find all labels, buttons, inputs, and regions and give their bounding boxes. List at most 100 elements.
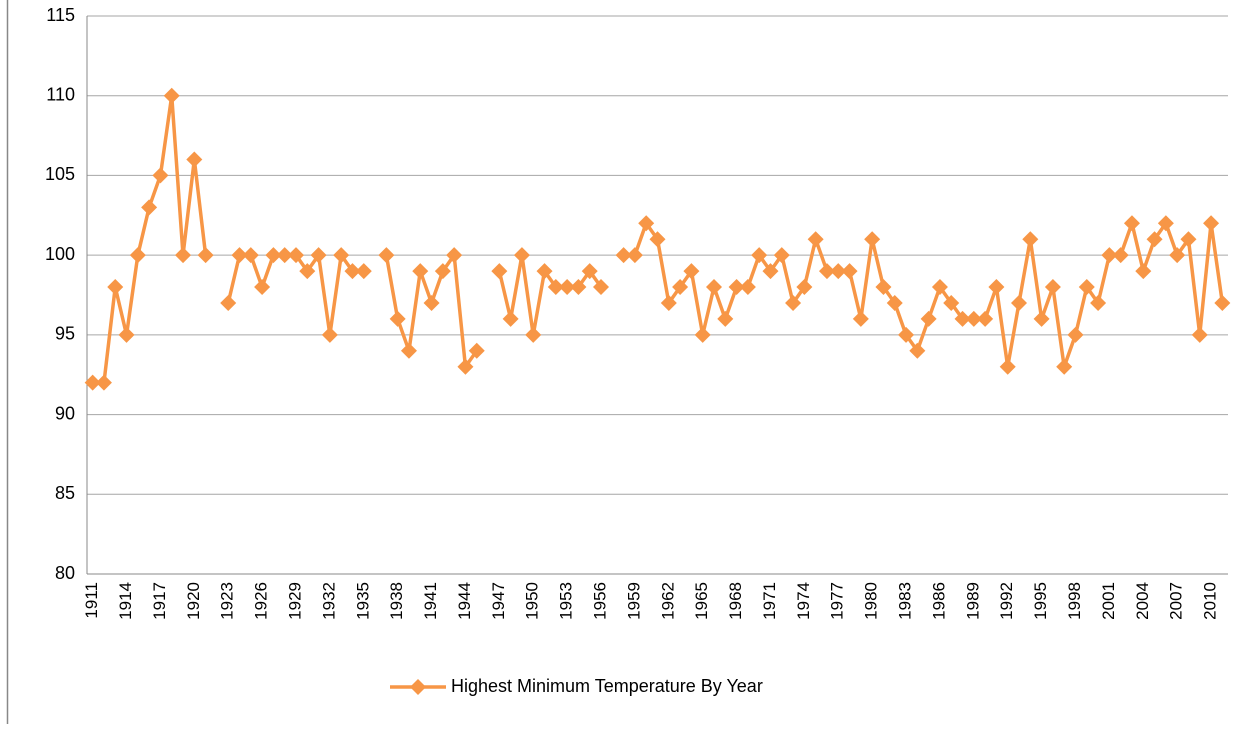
x-tick-label: 1995 <box>1031 582 1050 620</box>
marker <box>355 263 372 280</box>
marker <box>626 247 643 264</box>
x-tick-label: 1914 <box>116 582 135 620</box>
x-tick-label: 1977 <box>828 582 847 620</box>
marker <box>129 247 146 264</box>
marker <box>175 247 192 264</box>
marker <box>299 263 316 280</box>
marker <box>999 358 1016 375</box>
marker <box>1214 294 1231 311</box>
marker <box>920 310 937 327</box>
marker <box>1033 310 1050 327</box>
marker <box>875 279 892 296</box>
marker <box>1203 215 1220 232</box>
marker <box>254 279 271 296</box>
marker <box>1157 215 1174 232</box>
marker <box>344 263 361 280</box>
x-tick-label: 1938 <box>387 582 406 620</box>
marker <box>988 279 1005 296</box>
marker <box>378 247 395 264</box>
marker <box>412 263 429 280</box>
marker <box>1135 263 1152 280</box>
marker <box>1169 247 1186 264</box>
marker <box>672 279 689 296</box>
marker <box>513 247 530 264</box>
marker <box>954 310 971 327</box>
marker <box>898 326 915 343</box>
marker <box>186 151 203 168</box>
marker <box>152 167 169 184</box>
x-tick-label: 1971 <box>760 582 779 620</box>
marker <box>830 263 847 280</box>
marker <box>796 279 813 296</box>
marker <box>773 247 790 264</box>
y-tick-label: 85 <box>55 483 75 503</box>
x-tick-label: 1944 <box>455 582 474 620</box>
marker <box>649 231 666 248</box>
x-tick-label: 1986 <box>929 582 948 620</box>
x-tick-label: 2004 <box>1133 582 1152 620</box>
marker <box>1090 294 1107 311</box>
marker <box>1146 231 1163 248</box>
marker <box>762 263 779 280</box>
x-tick-label: 1974 <box>794 582 813 620</box>
x-tick-label: 1941 <box>421 582 440 620</box>
marker <box>717 310 734 327</box>
marker <box>660 294 677 311</box>
marker <box>1123 215 1140 232</box>
x-tick-label: 1953 <box>557 582 576 620</box>
marker <box>705 279 722 296</box>
x-tick-label: 1935 <box>353 582 372 620</box>
marker <box>615 247 632 264</box>
marker <box>333 247 350 264</box>
marker <box>1078 279 1095 296</box>
x-tick-label: 1998 <box>1065 582 1084 620</box>
y-tick-label: 115 <box>46 5 75 25</box>
x-tick-label: 1992 <box>997 582 1016 620</box>
marker <box>593 279 610 296</box>
marker <box>886 294 903 311</box>
marker <box>581 263 598 280</box>
marker <box>107 279 124 296</box>
marker <box>547 279 564 296</box>
marker <box>491 263 508 280</box>
marker <box>457 358 474 375</box>
marker <box>909 342 926 359</box>
marker <box>84 374 101 391</box>
marker <box>728 279 745 296</box>
marker <box>1101 247 1118 264</box>
marker <box>231 247 248 264</box>
marker <box>785 294 802 311</box>
marker <box>525 326 542 343</box>
x-tick-label: 1929 <box>285 582 304 620</box>
marker <box>446 247 463 264</box>
x-tick-label: 1950 <box>523 582 542 620</box>
x-tick-label: 1980 <box>862 582 881 620</box>
x-tick-label: 1917 <box>150 582 169 620</box>
y-tick-label: 105 <box>45 164 75 184</box>
x-tick-label: 2001 <box>1099 582 1118 620</box>
marker <box>276 247 293 264</box>
x-tick-label: 1989 <box>963 582 982 620</box>
marker <box>242 247 259 264</box>
marker <box>468 342 485 359</box>
marker <box>739 279 756 296</box>
marker <box>141 199 158 216</box>
marker <box>1180 231 1197 248</box>
marker <box>683 263 700 280</box>
marker <box>852 310 869 327</box>
y-tick-label: 95 <box>55 324 75 344</box>
x-tick-label: 1968 <box>726 582 745 620</box>
marker <box>1112 247 1129 264</box>
x-tick-label: 1923 <box>218 582 237 620</box>
x-tick-label: 1959 <box>624 582 643 620</box>
y-tick-label: 80 <box>55 563 75 583</box>
marker <box>197 247 214 264</box>
marker <box>310 247 327 264</box>
marker <box>977 310 994 327</box>
marker <box>536 263 553 280</box>
marker <box>807 231 824 248</box>
marker <box>864 231 881 248</box>
marker <box>751 247 768 264</box>
